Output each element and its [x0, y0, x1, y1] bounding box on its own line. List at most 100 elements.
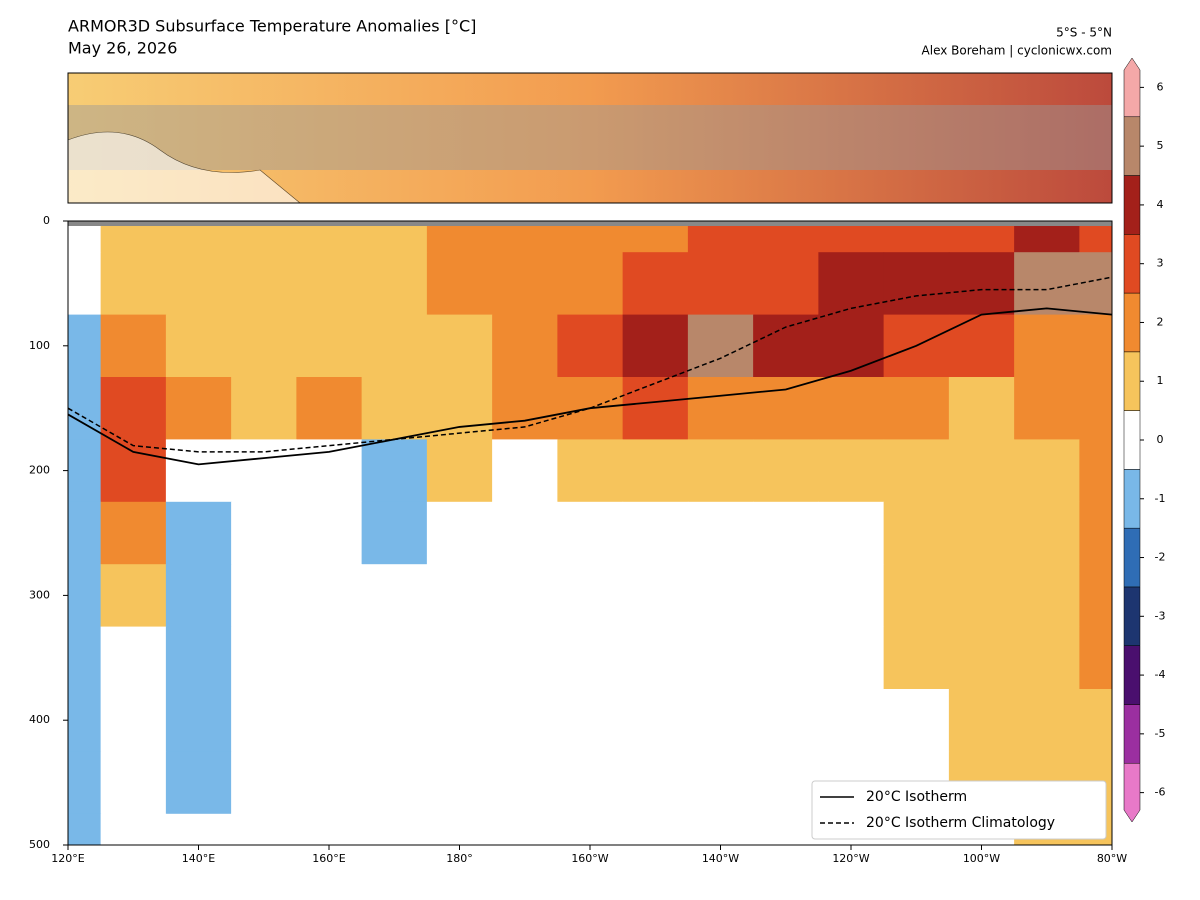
y-tick-label: 400 — [29, 713, 50, 726]
heat-cell — [557, 252, 624, 316]
heat-cell — [818, 626, 885, 690]
y-tick-label: 500 — [29, 838, 50, 851]
heat-cell — [231, 813, 297, 845]
heat-cell — [426, 813, 493, 845]
heat-cell — [165, 813, 232, 845]
chart-title: ARMOR3D Subsurface Temperature Anomalies… — [68, 17, 476, 36]
heat-cell — [557, 501, 624, 565]
colorbar-segment — [1123, 527, 1141, 588]
isotherm-line — [68, 276, 1112, 453]
heat-cell — [231, 252, 297, 316]
x-tick-label: 80°W — [1097, 852, 1127, 865]
colorbar-tick-label: -2 — [1155, 551, 1166, 564]
heat-cell — [883, 221, 950, 253]
map-land — [67, 131, 301, 204]
colorbar-segment — [1123, 57, 1141, 118]
colorbar-tick-label: 6 — [1157, 80, 1164, 93]
heat-cell — [687, 314, 754, 378]
heat-cell — [753, 314, 819, 378]
heat-cell — [687, 377, 754, 440]
colorbar-tick-label: 0 — [1157, 433, 1164, 446]
heat-cell — [361, 751, 428, 815]
heat-cell — [687, 813, 754, 845]
heat-cell — [1079, 564, 1112, 628]
heat-cell — [753, 564, 819, 628]
heat-cell — [426, 501, 493, 565]
heat-cell — [231, 501, 297, 565]
heat-cell — [426, 689, 493, 752]
heat-cell — [296, 751, 363, 815]
heat-cell — [231, 751, 297, 815]
heat-cell — [492, 501, 558, 565]
heat-cell — [1079, 626, 1112, 690]
credit: Alex Boreham | cyclonicwx.com — [922, 44, 1112, 58]
colorbar-tick-label: 2 — [1157, 315, 1164, 328]
heat-cell — [165, 689, 232, 752]
colorbar-tick-label: 4 — [1157, 198, 1164, 211]
heat-cell — [622, 689, 689, 752]
heat-cell — [883, 439, 950, 503]
heat-cell — [948, 314, 1015, 378]
heat-cell — [1014, 377, 1080, 440]
heat-cell — [361, 626, 428, 690]
heat-cell — [165, 626, 232, 690]
heat-cell — [68, 501, 102, 565]
colorbar-tick-label: 3 — [1157, 257, 1164, 270]
heat-cell — [296, 221, 363, 253]
heat-cell — [557, 439, 624, 503]
heat-cell — [948, 626, 1015, 690]
heat-cell — [687, 221, 754, 253]
x-tick-label: 100°W — [963, 852, 1000, 865]
heat-cell — [687, 501, 754, 565]
map-frame — [67, 72, 1113, 204]
colorbar-tick-label: -4 — [1155, 668, 1166, 681]
heat-cell — [557, 564, 624, 628]
heat-cell — [622, 377, 689, 440]
heat-cell — [622, 626, 689, 690]
heat-cell — [753, 377, 819, 440]
heat-cell — [883, 377, 950, 440]
colorbar-tick-label: -3 — [1155, 609, 1166, 622]
region-label: 5°S - 5°N — [1056, 26, 1112, 40]
heat-cell — [753, 252, 819, 316]
heat-cell — [165, 252, 232, 316]
colorbar-segment — [1123, 116, 1141, 176]
heat-cell — [1014, 252, 1080, 316]
heat-cell — [557, 314, 624, 378]
heat-cell — [883, 501, 950, 565]
heat-cell — [296, 626, 363, 690]
colorbar-tick-label: -5 — [1155, 727, 1166, 740]
heat-cell — [1079, 314, 1112, 378]
heat-cell — [753, 689, 819, 752]
heat-cell — [426, 439, 493, 503]
heat-cell — [687, 439, 754, 503]
heat-cell — [165, 377, 232, 440]
heat-cell — [100, 626, 167, 690]
y-tick-label: 100 — [29, 339, 50, 352]
heat-cell — [100, 314, 167, 378]
y-tick-label: 0 — [43, 214, 50, 227]
colorbar-tick-label: -6 — [1155, 786, 1166, 799]
heat-cell — [100, 501, 167, 565]
x-tick-label: 140°W — [702, 852, 739, 865]
heat-cell — [753, 221, 819, 253]
heat-cell — [100, 377, 167, 440]
heat-cell — [165, 501, 232, 565]
heat-cell — [1014, 689, 1080, 752]
heat-cell — [818, 439, 885, 503]
heat-cell — [68, 314, 102, 378]
heat-cell — [361, 221, 428, 253]
surface-strip — [68, 221, 1112, 226]
colorbar-segment — [1123, 586, 1141, 646]
x-tick-label: 180° — [446, 852, 473, 865]
heat-cell — [622, 813, 689, 845]
heat-cell — [100, 252, 167, 316]
heat-cell — [492, 751, 558, 815]
heat-cell — [948, 689, 1015, 752]
heat-cell — [557, 221, 624, 253]
heat-cell — [557, 626, 624, 690]
heat-cell — [68, 221, 102, 253]
heat-cell — [296, 689, 363, 752]
heat-cell — [818, 564, 885, 628]
heat-cell — [361, 564, 428, 628]
